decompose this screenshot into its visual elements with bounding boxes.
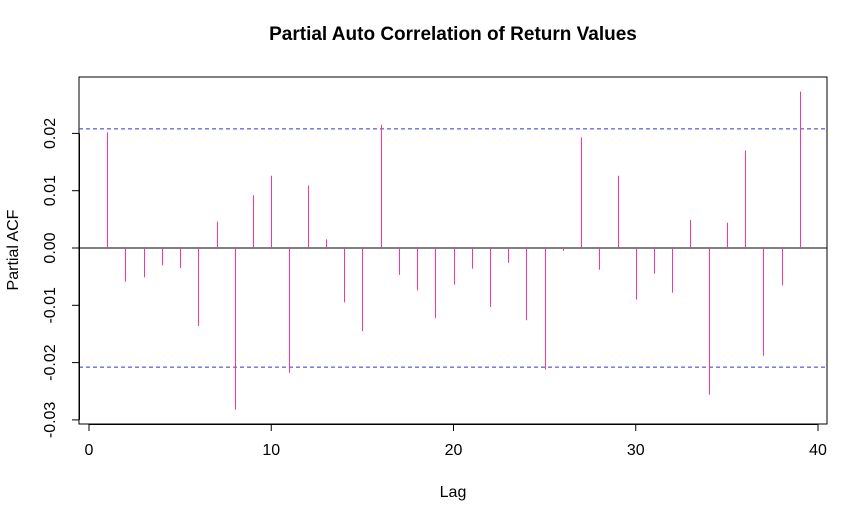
y-tick-label: -0.01: [42, 287, 59, 324]
y-tick-label: 0.01: [42, 175, 59, 206]
pacf-bars: [107, 91, 801, 410]
x-tick-label: 0: [85, 442, 94, 459]
y-tick-label: -0.03: [42, 402, 59, 439]
y-tick-label: 0.02: [42, 118, 59, 149]
x-tick-label: 10: [262, 442, 280, 459]
x-axis: 0 10 20 30 40: [85, 424, 827, 459]
x-tick-label: 20: [445, 442, 463, 459]
x-axis-label: Lag: [440, 484, 467, 501]
x-tick-label: 40: [809, 442, 827, 459]
y-tick-label: -0.02: [42, 344, 59, 381]
y-tick-label: 0.00: [42, 232, 59, 263]
x-tick-label: 30: [627, 442, 645, 459]
y-axis: -0.03 -0.02 -0.01 0.00 0.01 0.02: [42, 118, 80, 438]
y-axis-label: Partial ACF: [5, 209, 22, 290]
confidence-bounds: [79, 128, 827, 368]
chart-title: Partial Auto Correlation of Return Value…: [269, 24, 637, 45]
